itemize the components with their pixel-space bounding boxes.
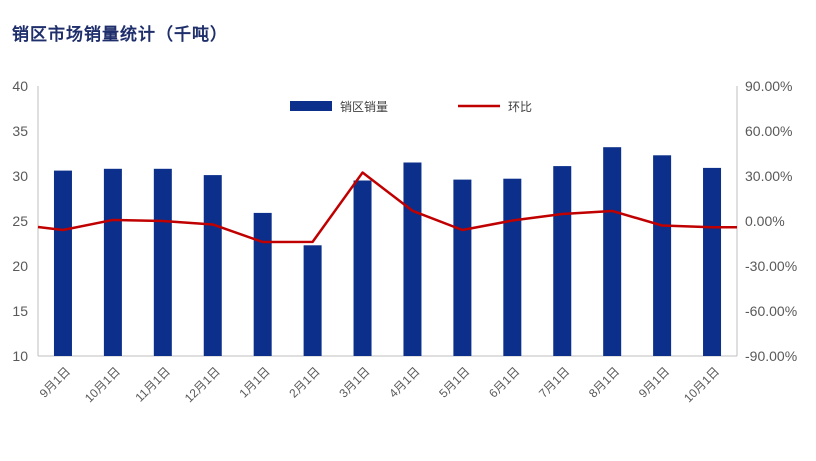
y-right-tick: 60.00%	[745, 123, 792, 139]
y-left-tick: 35	[12, 123, 28, 139]
y-right-tick: -90.00%	[745, 348, 797, 364]
y-right-tick: -60.00%	[745, 303, 797, 319]
y-left-tick: 15	[12, 303, 28, 319]
bar	[203, 175, 222, 356]
y-right-tick: 90.00%	[745, 78, 792, 94]
x-tick: 7月1日	[536, 364, 572, 400]
bar	[303, 245, 322, 356]
bar	[653, 155, 672, 356]
series-line-huanbi	[37, 171, 737, 244]
bar	[103, 168, 122, 356]
bar	[353, 180, 372, 356]
bar	[503, 178, 522, 356]
y-right-tick: 30.00%	[745, 168, 792, 184]
x-tick: 5月1日	[436, 364, 472, 400]
y-left-tick: 10	[12, 348, 28, 364]
bar	[253, 212, 272, 356]
legend-label-line: 环比	[508, 100, 532, 114]
x-tick: 11月1日	[133, 364, 173, 404]
x-tick: 1月1日	[236, 364, 272, 400]
bar	[153, 168, 172, 356]
y-left-tick: 20	[12, 258, 28, 274]
x-tick: 2月1日	[286, 364, 322, 400]
x-tick: 4月1日	[386, 364, 422, 400]
x-tick: 9月1日	[37, 364, 73, 400]
bar	[403, 162, 422, 356]
x-tick: 10月1日	[681, 364, 722, 405]
bar	[453, 179, 472, 356]
x-tick: 9月1日	[636, 364, 672, 400]
x-tick: 8月1日	[586, 364, 622, 400]
x-tick: 12月1日	[182, 364, 223, 405]
y-left-tick: 40	[12, 78, 28, 94]
bar	[603, 147, 622, 356]
bar	[553, 166, 572, 356]
y-left-tick: 25	[12, 213, 28, 229]
chart-title: 销区市场销量统计（千吨）	[12, 25, 228, 45]
y-right-tick: 0.00%	[745, 213, 785, 229]
legend-swatch-bar	[290, 101, 332, 111]
x-tick: 6月1日	[486, 364, 522, 400]
bar	[703, 167, 722, 356]
y-right-tick: -30.00%	[745, 258, 797, 274]
y-left-tick: 30	[12, 168, 28, 184]
bar	[53, 170, 72, 356]
x-tick: 10月1日	[82, 364, 123, 405]
x-tick: 3月1日	[336, 364, 372, 400]
legend-label-bar: 销区销量	[340, 100, 388, 114]
